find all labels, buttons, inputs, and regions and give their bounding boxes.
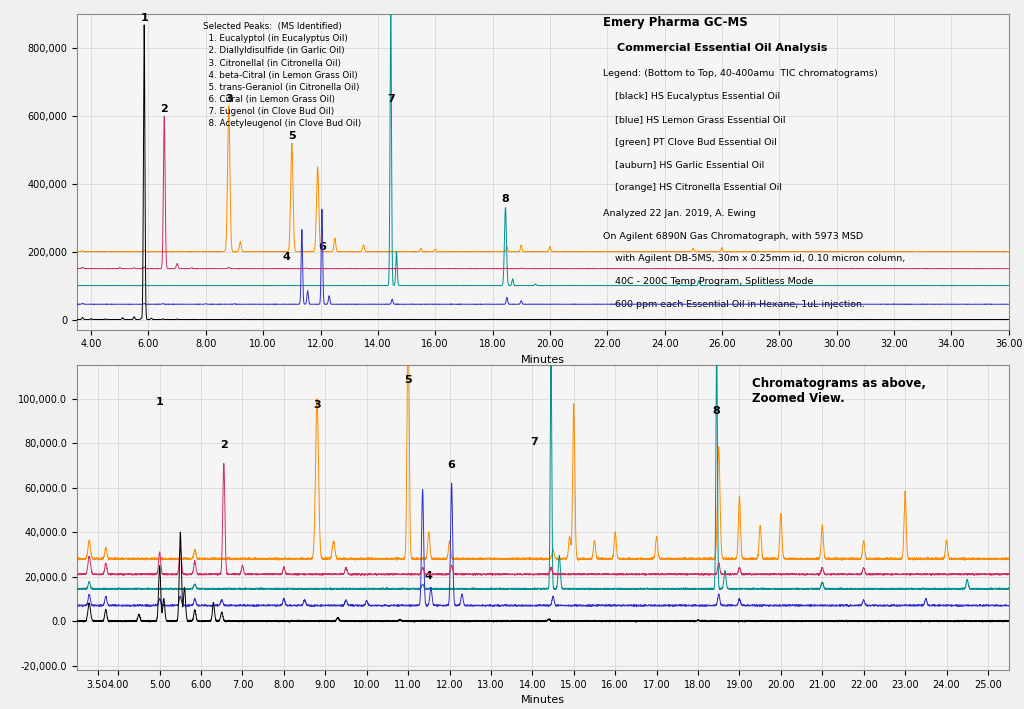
X-axis label: Minutes: Minutes xyxy=(521,355,564,365)
Text: [auburn] HS Garlic Essential Oil: [auburn] HS Garlic Essential Oil xyxy=(603,160,765,169)
Text: [orange] HS Citronella Essential Oil: [orange] HS Citronella Essential Oil xyxy=(603,183,782,192)
Text: 1: 1 xyxy=(156,398,164,408)
Text: Commercial Essential Oil Analysis: Commercial Essential Oil Analysis xyxy=(617,43,827,52)
Text: with Agilent DB-5MS, 30m x 0.25mm id, 0.10 micron column,: with Agilent DB-5MS, 30m x 0.25mm id, 0.… xyxy=(603,255,905,263)
Text: [black] HS Eucalyptus Essential Oil: [black] HS Eucalyptus Essential Oil xyxy=(603,92,780,101)
Text: 8: 8 xyxy=(502,194,509,204)
Text: [blue] HS Lemon Grass Essential Oil: [blue] HS Lemon Grass Essential Oil xyxy=(603,115,785,124)
Text: Analyzed 22 Jan. 2019, A. Ewing: Analyzed 22 Jan. 2019, A. Ewing xyxy=(603,209,756,218)
Text: On Agilent 6890N Gas Chromatograph, with 5973 MSD: On Agilent 6890N Gas Chromatograph, with… xyxy=(603,232,863,240)
X-axis label: Minutes: Minutes xyxy=(521,696,564,705)
Text: Chromatograms as above,
Zoomed View.: Chromatograms as above, Zoomed View. xyxy=(753,377,927,406)
Text: 5: 5 xyxy=(404,375,412,385)
Text: Selected Peaks:  (MS Identified)
  1. Eucalyptol (in Eucalyptus Oil)
  2. Dially: Selected Peaks: (MS Identified) 1. Eucal… xyxy=(203,22,360,128)
Text: 2: 2 xyxy=(220,440,227,450)
Text: 7: 7 xyxy=(530,437,539,447)
Text: 8: 8 xyxy=(713,406,721,416)
Text: 6: 6 xyxy=(447,459,456,470)
Text: [green] PT Clove Bud Essential Oil: [green] PT Clove Bud Essential Oil xyxy=(603,138,777,147)
Text: 4: 4 xyxy=(283,252,290,262)
Text: 3: 3 xyxy=(225,94,232,104)
Text: 600 ppm each Essential Oil in Hexane, 1uL injection.: 600 ppm each Essential Oil in Hexane, 1u… xyxy=(603,300,865,308)
Text: 7: 7 xyxy=(387,94,394,104)
Text: 4: 4 xyxy=(425,571,433,581)
Text: 40C - 200C Temp Program, Splitless Mode: 40C - 200C Temp Program, Splitless Mode xyxy=(603,277,814,286)
Text: 5: 5 xyxy=(288,130,296,140)
Text: 2: 2 xyxy=(161,104,168,114)
Text: 6: 6 xyxy=(318,242,326,252)
Text: Legend: (Bottom to Top, 40-400amu  TIC chromatograms): Legend: (Bottom to Top, 40-400amu TIC ch… xyxy=(603,69,878,79)
Text: 3: 3 xyxy=(313,400,321,410)
Text: Emery Pharma GC-MS: Emery Pharma GC-MS xyxy=(603,16,749,29)
Text: 1: 1 xyxy=(140,13,148,23)
